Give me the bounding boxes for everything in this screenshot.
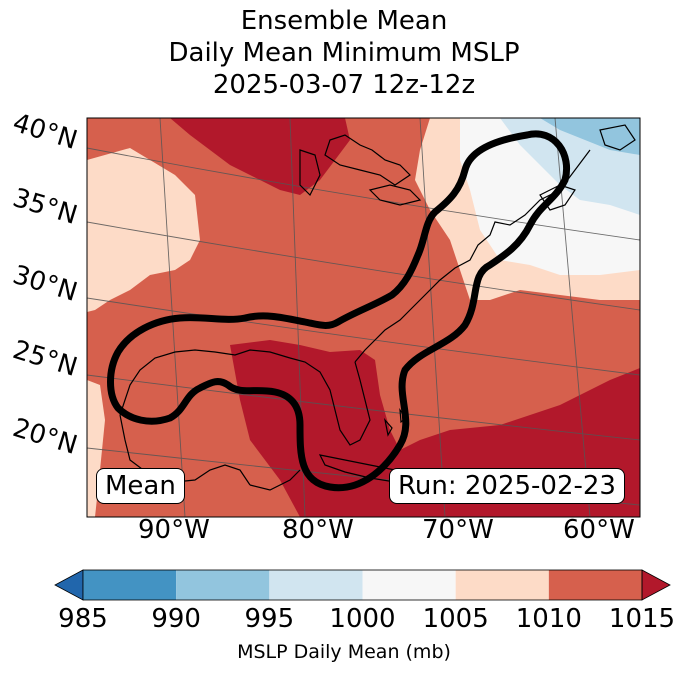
colorbar-tick-990: 990 bbox=[151, 604, 201, 634]
map-frame bbox=[86, 117, 641, 518]
colorbar-segment-5 bbox=[548, 570, 642, 600]
colorbar bbox=[54, 569, 671, 601]
field-1005-1010-southwest bbox=[87, 380, 105, 517]
colorbar-tick-1010: 1010 bbox=[515, 604, 582, 634]
colorbar-segment-1 bbox=[176, 570, 270, 600]
colorbar-segment-4 bbox=[455, 570, 549, 600]
lon-label-90w: 90°W bbox=[138, 515, 210, 545]
colorbar-frame bbox=[82, 569, 643, 601]
colorbar-tick-1005: 1005 bbox=[422, 604, 489, 634]
map-panel bbox=[87, 118, 640, 517]
lon-label-70w: 70°W bbox=[422, 515, 494, 545]
field-1015-north bbox=[170, 118, 350, 195]
coastlines bbox=[119, 124, 636, 498]
colorbar-segment-0 bbox=[83, 570, 177, 600]
title-line-1: Ensemble Mean bbox=[240, 6, 448, 36]
colorbar-tick-1015: 1015 bbox=[608, 604, 676, 634]
title-line-2: Daily Mean Minimum MSLP bbox=[168, 38, 520, 68]
colorbar-over-arrow bbox=[641, 569, 671, 601]
field-1005-1010-west bbox=[87, 148, 200, 312]
colorbar-under-arrow bbox=[54, 569, 84, 601]
colorbar-segment-2 bbox=[269, 570, 363, 600]
colorbar-label: MSLP Daily Mean (mb) bbox=[237, 641, 451, 663]
colorbar-segment-3 bbox=[362, 570, 456, 600]
colorbar-tick-1000: 1000 bbox=[329, 604, 396, 634]
region-outline bbox=[107, 130, 570, 492]
lon-label-80w: 80°W bbox=[282, 515, 354, 545]
title-line-3: 2025-03-07 12z-12z bbox=[212, 70, 476, 100]
mean-label-box: Mean bbox=[96, 468, 185, 504]
colorbar-tick-985: 985 bbox=[58, 604, 108, 634]
colorbar-tick-995: 995 bbox=[244, 604, 295, 634]
run-date-label-box: Run: 2025-02-23 bbox=[389, 468, 625, 504]
lon-label-60w: 60°W bbox=[563, 515, 635, 545]
